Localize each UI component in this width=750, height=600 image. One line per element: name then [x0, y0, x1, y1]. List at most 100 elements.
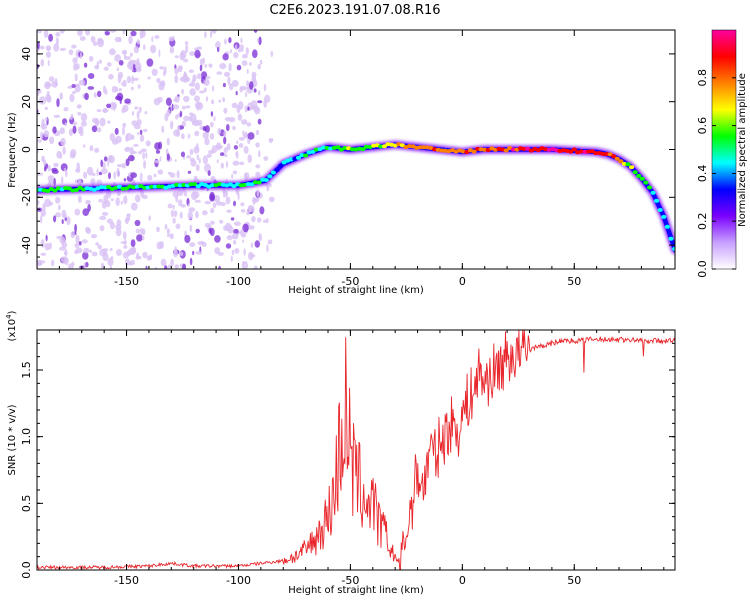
noise-blob: [209, 121, 214, 128]
noise-blob: [268, 138, 273, 144]
noise-blob: [134, 194, 141, 203]
noise-blob: [198, 90, 205, 94]
noise-blob: [195, 82, 200, 91]
ridge-dot: [664, 224, 671, 229]
noise-blob: [252, 197, 259, 203]
ridge-dot: [106, 185, 112, 189]
noise-blob: [223, 131, 227, 137]
noise-blob: [236, 64, 242, 71]
noise-blob: [163, 66, 167, 75]
noise-blob: [140, 148, 147, 153]
noise-blob: [203, 87, 207, 92]
noise-blob: [137, 84, 141, 89]
noise-blob: [218, 99, 221, 103]
noise-blob: [145, 265, 148, 269]
ridge-dot: [149, 184, 155, 189]
noise-blob: [195, 251, 202, 255]
noise-blob: [43, 130, 50, 138]
noise-blob: [127, 154, 135, 162]
noise-blob: [47, 175, 54, 182]
noise-blob: [224, 222, 232, 232]
noise-blob: [182, 263, 187, 269]
noise-blob: [154, 266, 158, 269]
noise-blob: [177, 67, 183, 73]
noise-blob: [233, 145, 238, 150]
noise-blob: [130, 86, 134, 91]
spectrogram-y-tick-label: 0: [20, 146, 33, 153]
noise-blob: [138, 150, 142, 155]
spectrogram-noise-blobs: [37, 30, 275, 269]
noise-blob: [219, 63, 227, 70]
noise-blob: [103, 66, 109, 71]
noise-blob: [209, 133, 215, 140]
noise-blob: [151, 36, 154, 43]
noise-blob: [70, 149, 77, 157]
spectrogram-x-tick-label: 50: [567, 275, 581, 288]
noise-blob: [208, 227, 212, 234]
noise-blob: [238, 48, 241, 53]
noise-blob: [204, 200, 211, 205]
noise-blob: [198, 157, 201, 164]
noise-blob: [107, 120, 111, 124]
noise-blob: [116, 164, 123, 168]
noise-blob: [239, 161, 245, 166]
noise-blob: [143, 160, 147, 169]
noise-blob: [99, 215, 107, 221]
noise-blob: [189, 224, 193, 232]
noise-blob: [76, 162, 80, 172]
noise-blob: [241, 262, 249, 269]
noise-blob: [82, 144, 86, 148]
spectrogram-y-tick-label: -20: [20, 188, 33, 206]
noise-blob: [236, 104, 241, 114]
noise-blob: [115, 95, 121, 101]
noise-blob: [125, 158, 130, 167]
noise-blob: [177, 125, 180, 132]
ridge-dot: [249, 182, 255, 187]
colorbar-ticks: 0.0 0.2 0.4 0.6 0.8: [696, 69, 736, 278]
noise-blob: [84, 92, 89, 101]
noise-blob: [75, 247, 83, 254]
noise-blob: [108, 73, 114, 80]
noise-blob: [255, 129, 260, 136]
noise-blob: [87, 86, 95, 90]
noise-blob: [169, 233, 174, 240]
noise-blob: [257, 100, 263, 104]
spectrogram-y-axis-label: Frequency (Hz): [7, 112, 18, 188]
noise-blob: [216, 144, 224, 149]
noise-blob: [202, 131, 209, 139]
noise-blob: [180, 151, 186, 158]
noise-blob: [185, 105, 191, 109]
ridge-dot: [629, 165, 635, 170]
noise-blob: [245, 131, 248, 139]
noise-blob: [172, 217, 176, 224]
noise-blob: [150, 44, 157, 54]
noise-blob: [37, 139, 42, 143]
noise-blob: [171, 103, 174, 111]
snr-x-tick-label: -50: [341, 574, 359, 587]
noise-blob: [189, 88, 196, 96]
noise-blob: [214, 247, 221, 255]
noise-blob: [83, 247, 90, 254]
noise-blob: [192, 119, 200, 127]
noise-blob: [85, 199, 91, 205]
noise-blob: [249, 254, 256, 258]
noise-blob: [144, 111, 148, 115]
noise-blob: [141, 228, 146, 236]
noise-blob: [40, 131, 44, 140]
snr-y-tick-label: 0.0: [20, 561, 33, 579]
noise-blob: [114, 127, 119, 135]
noise-blob: [146, 58, 154, 67]
noise-blob: [186, 155, 192, 159]
noise-blob: [210, 175, 216, 182]
noise-blob: [157, 96, 163, 103]
noise-blob: [244, 105, 248, 113]
noise-blob: [83, 62, 88, 68]
noise-blob: [88, 249, 93, 253]
noise-blob: [121, 162, 127, 169]
noise-blob: [188, 69, 194, 73]
noise-blob: [83, 262, 86, 269]
noise-blob: [133, 124, 141, 130]
noise-blob: [123, 195, 128, 205]
colorbar-tick-label: 0.2: [696, 212, 709, 230]
noise-blob: [97, 90, 102, 98]
